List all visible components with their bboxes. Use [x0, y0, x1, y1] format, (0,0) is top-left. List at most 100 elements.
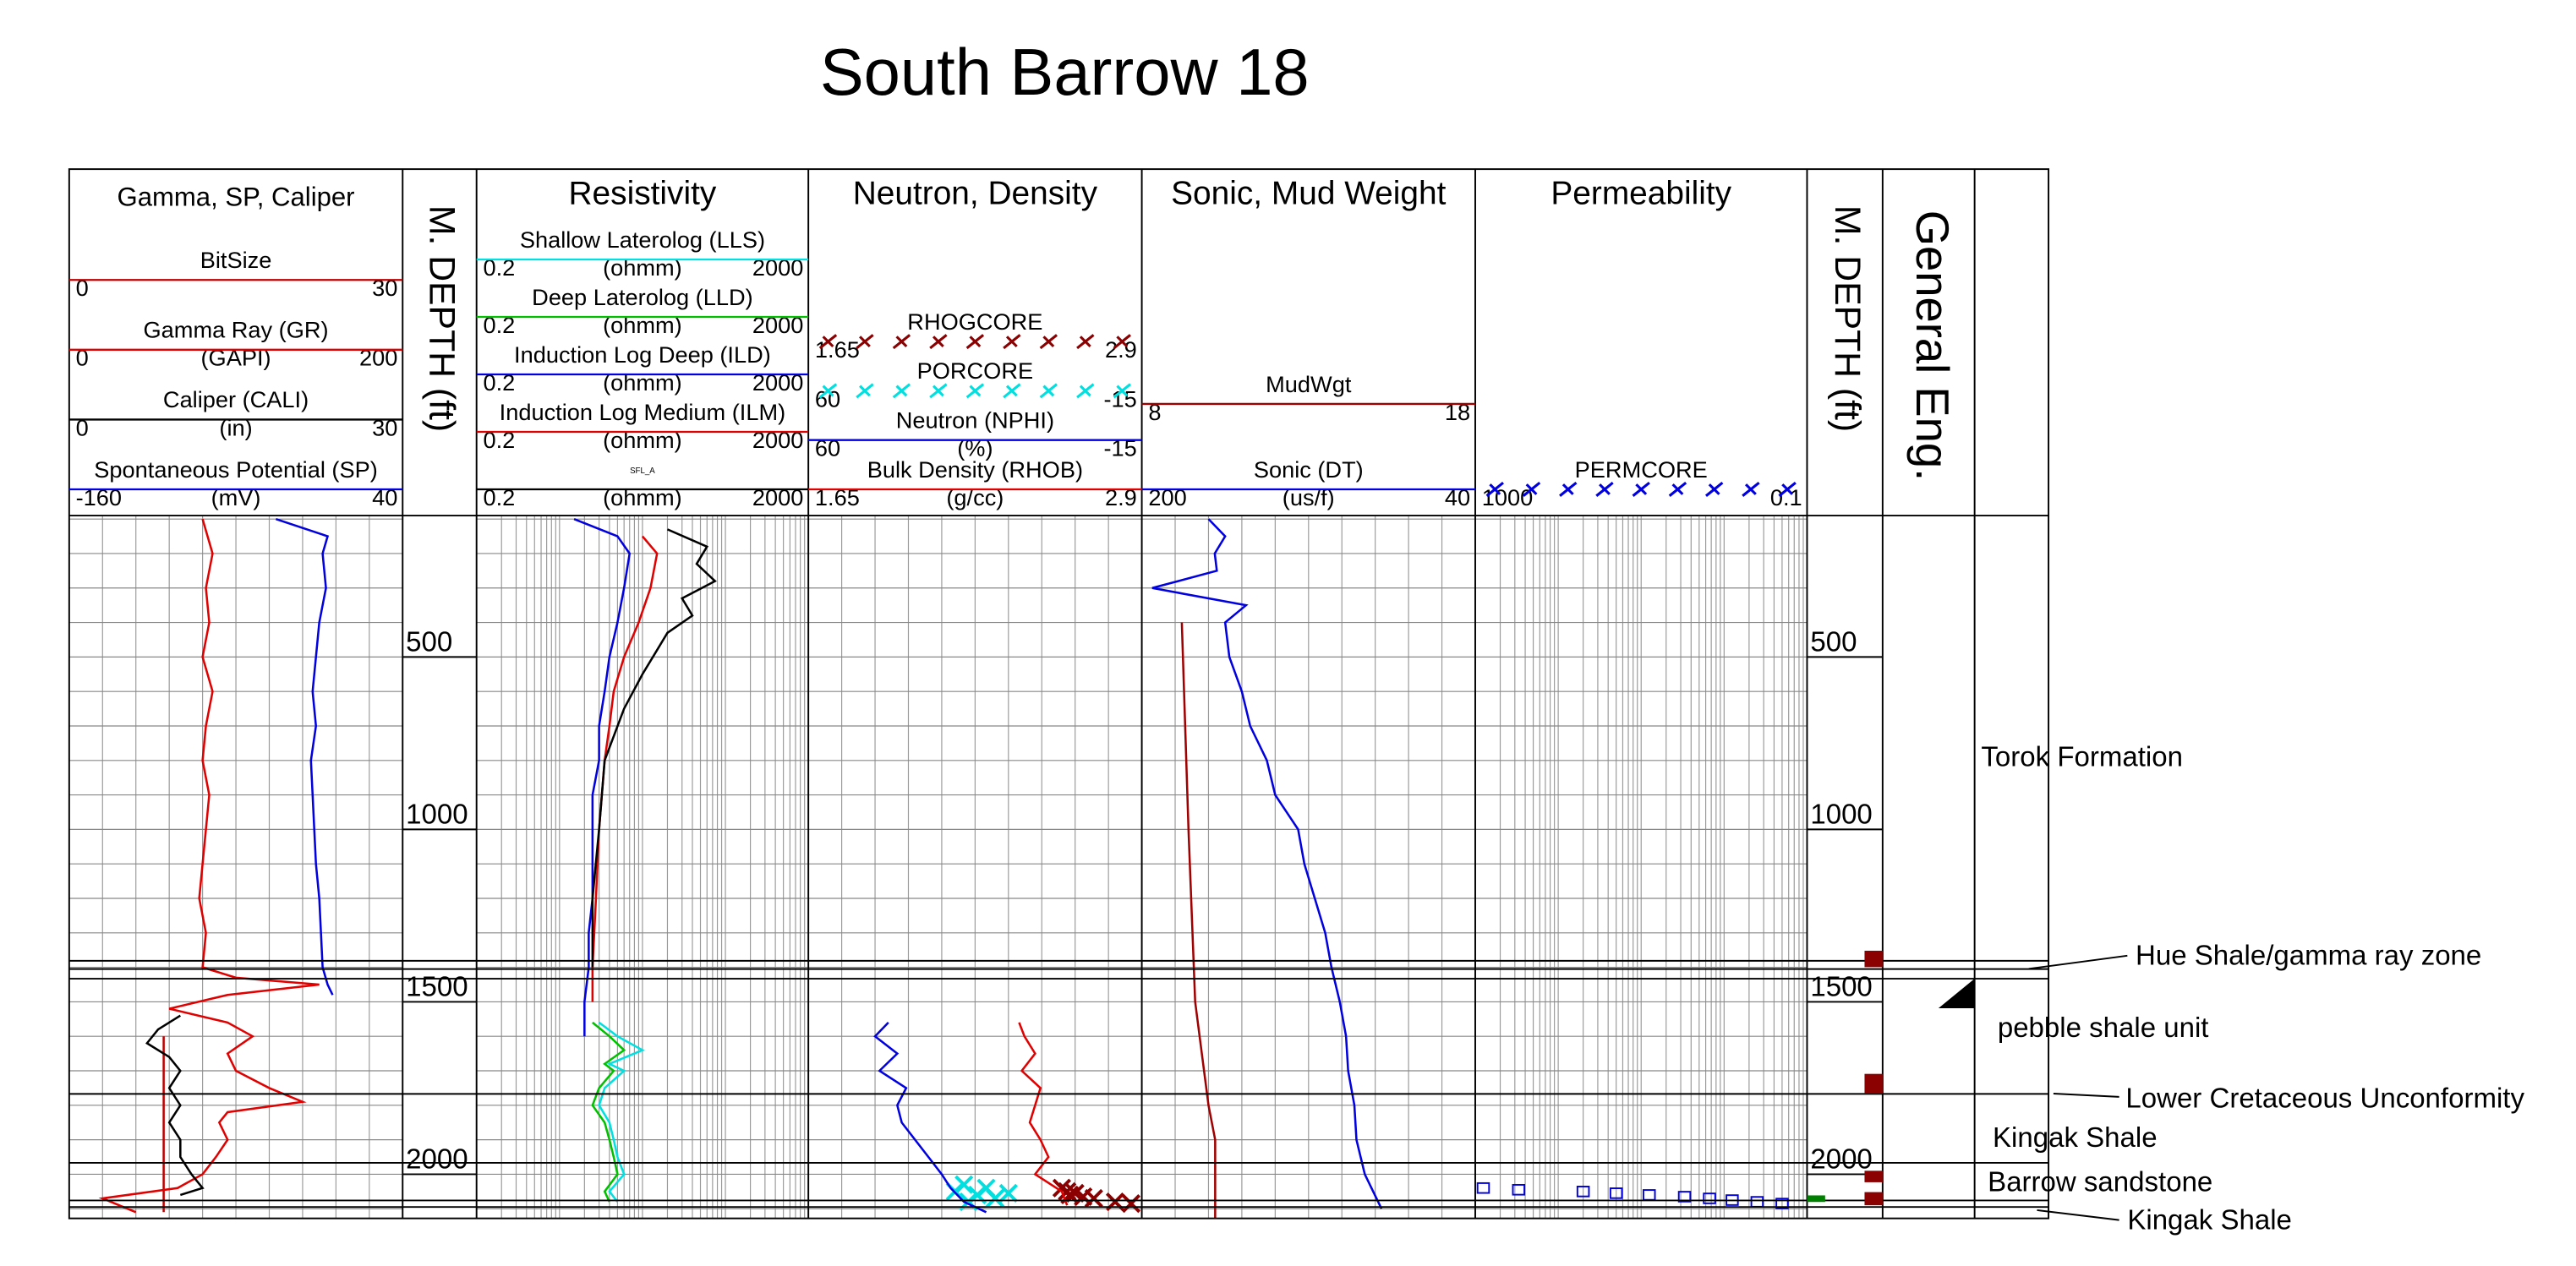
zones-label: General Eng. — [1906, 210, 1958, 482]
scale-unit: (in) — [219, 414, 252, 440]
scale-left: 0 — [76, 275, 89, 301]
header-symbol — [856, 383, 874, 399]
curve — [1180, 622, 1217, 1219]
scale-left: 8 — [1148, 399, 1161, 425]
scale-right: 2000 — [752, 254, 803, 281]
curve-name: Induction Log Deep (ILD) — [514, 341, 771, 368]
depth-label: M. DEPTH (ft) — [1827, 205, 1868, 432]
log-curve — [145, 1014, 205, 1197]
track-title: Resistivity — [569, 175, 717, 211]
leader-line — [2028, 954, 2128, 970]
log-curve — [1151, 518, 1383, 1209]
curve-name: BitSize — [200, 247, 272, 273]
curve-name: Deep Laterolog (LLD) — [532, 284, 752, 310]
core-point — [1642, 1189, 1656, 1201]
curve — [573, 517, 632, 1037]
scale-right: 2000 — [752, 312, 803, 338]
curve — [1476, 1181, 1789, 1209]
scale-left: 1000 — [1482, 484, 1533, 510]
core-point — [998, 1183, 1018, 1203]
header-symbol — [1485, 482, 1504, 497]
frame — [68, 168, 2050, 1220]
depth-tick-label: 1500 — [1810, 971, 1872, 1002]
header-symbol — [1113, 334, 1131, 350]
header-symbol — [892, 383, 911, 399]
core-marker — [1864, 950, 1883, 968]
scale-right: 18 — [1445, 399, 1470, 425]
scale-left: 1.65 — [815, 336, 860, 363]
header-symbol — [1522, 482, 1541, 497]
curve-name: PORCORE — [917, 357, 1033, 384]
header-symbol — [892, 334, 911, 350]
header-symbol — [1076, 334, 1095, 350]
curve-name: Gamma Ray (GR) — [144, 317, 329, 343]
core-marker — [1807, 1195, 1825, 1203]
scale-right: 2000 — [752, 369, 803, 396]
track-title: Gamma, SP, Caliper — [118, 182, 355, 211]
curve — [275, 517, 334, 996]
depth-label: M. DEPTH (ft) — [422, 205, 462, 432]
scale-left: 0.2 — [483, 369, 515, 396]
scale-unit: (ohmm) — [603, 484, 682, 510]
grid — [68, 516, 1883, 1219]
curve — [598, 1021, 645, 1203]
scale-right: 30 — [372, 275, 397, 301]
header-symbol — [1039, 334, 1058, 350]
header-symbol — [1632, 482, 1650, 497]
curve-name: PERMCORE — [1575, 456, 1708, 483]
core-point — [1775, 1198, 1789, 1209]
curve-name: Bulk Density (RHOB) — [867, 456, 1083, 483]
core-marker — [1864, 1073, 1883, 1094]
header-symbol — [929, 334, 948, 350]
log-curve — [591, 535, 659, 1002]
scale-left: 0 — [76, 414, 89, 440]
curve-name: Sonic (DT) — [1254, 456, 1364, 483]
scale-right: 40 — [372, 484, 397, 510]
formation-label: Kingak Shale — [1993, 1121, 2158, 1153]
curve-name: Caliper (CALI) — [163, 386, 309, 412]
core-point — [1576, 1186, 1590, 1198]
curve — [591, 1021, 626, 1203]
depth-tick-label: 1000 — [1810, 799, 1872, 830]
log-curve — [573, 517, 632, 1037]
log-curve — [275, 517, 334, 996]
formation-label: Barrow sandstone — [1988, 1166, 2212, 1198]
curves — [98, 517, 1789, 1219]
header-symbol — [818, 334, 838, 350]
log-curve — [598, 1021, 645, 1203]
curve — [873, 1022, 987, 1214]
header-symbol — [1076, 383, 1095, 399]
curve-name: SFL_A — [630, 467, 655, 476]
header-symbol — [1595, 482, 1614, 497]
leader-line — [2053, 1093, 2119, 1098]
core-marker — [1864, 1192, 1883, 1206]
header-symbol — [965, 383, 985, 399]
core-point — [1512, 1183, 1526, 1196]
formation-label: Lower Cretaceous Unconformity — [2125, 1082, 2524, 1113]
core-marker — [1864, 1171, 1883, 1182]
curve-name: MudWgt — [1266, 371, 1352, 397]
core-point — [1609, 1187, 1623, 1199]
depth-tick-label: 2000 — [1810, 1143, 1872, 1175]
header-symbol — [1003, 383, 1021, 399]
log-curve — [591, 1021, 626, 1203]
curve — [1018, 1022, 1069, 1206]
log-curve — [1180, 622, 1217, 1219]
border — [68, 168, 2050, 1220]
scale-left: 0.2 — [483, 484, 515, 510]
scale-left: 0 — [76, 345, 89, 371]
core-point — [1677, 1191, 1692, 1203]
scale-left: 0.2 — [483, 312, 515, 338]
title: South Barrow 18 — [820, 36, 1310, 109]
scale-left: 60 — [815, 435, 840, 461]
curve-name: Neutron (NPHI) — [896, 407, 1054, 434]
header-symbol — [1705, 482, 1724, 497]
scale-left: 200 — [1148, 484, 1186, 510]
curve — [945, 1175, 1018, 1212]
scale-left: 1.65 — [815, 484, 860, 510]
header-symbol — [818, 383, 838, 399]
log-curve — [1018, 1022, 1069, 1206]
